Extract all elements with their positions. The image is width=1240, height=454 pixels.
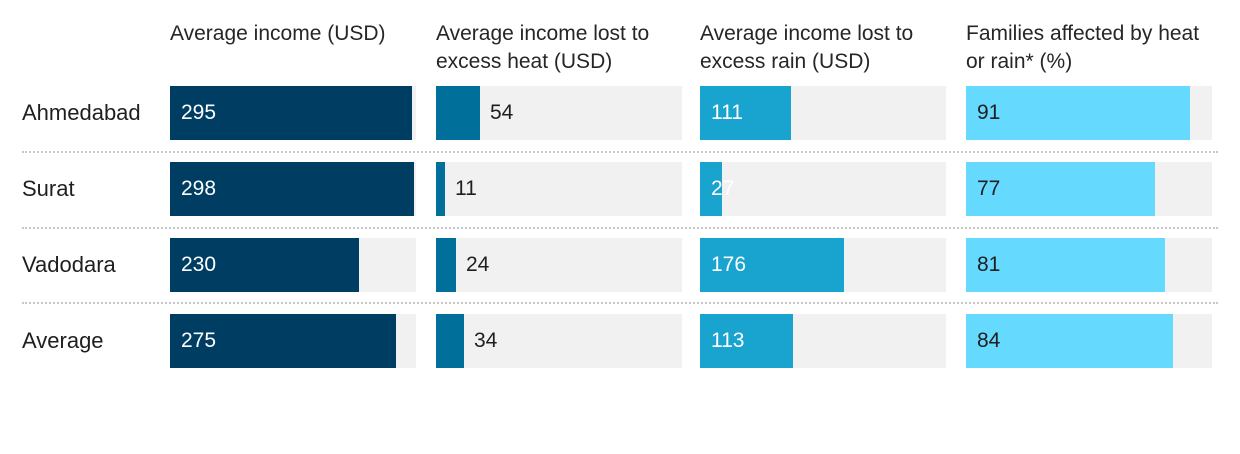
families-affected-track-ahmedabad: 91 — [966, 86, 1212, 140]
families-affected-value-ahmedabad: 91 — [977, 101, 1001, 124]
income-lost-rain-bar-surat — [700, 162, 722, 216]
income-lost-rain-bar-vadodara — [700, 238, 844, 292]
income-lost-heat-header: Average income lost to excess heat (USD) — [436, 22, 650, 73]
average-income-track-average: 275 — [170, 314, 416, 368]
average-income-value-vadodara: 230 — [181, 253, 217, 276]
income-lost-heat-value-surat: 11 — [455, 177, 477, 200]
average-income-track-vadodara: 230 — [170, 238, 416, 292]
families-affected-bar-average — [966, 314, 1173, 368]
income-lost-rain-track-surat: 27 — [700, 162, 946, 216]
average-income-bar-vadodara — [170, 238, 359, 292]
income-lost-rain-bar-average — [700, 314, 793, 368]
average-income-header: Average income (USD) — [170, 22, 386, 45]
income-lost-heat-track-surat: 11 — [436, 162, 682, 216]
families-affected-bar-vadodara — [966, 238, 1165, 292]
average-income-track-surat: 298 — [170, 162, 416, 216]
average-income-value-ahmedabad: 295 — [181, 101, 217, 124]
income-lost-heat-value-ahmedabad: 54 — [490, 101, 514, 124]
row-label-ahmedabad: Ahmedabad — [22, 100, 141, 125]
families-affected-track-surat: 77 — [966, 162, 1212, 216]
income-lost-heat-value-vadodara: 24 — [466, 253, 490, 276]
row-separator-2 — [22, 227, 1218, 229]
families-affected-track-vadodara: 81 — [966, 238, 1212, 292]
average-income-bar-ahmedabad — [170, 86, 412, 140]
average-income-track-ahmedabad: 295 — [170, 86, 416, 140]
income-lost-rain-value-vadodara: 176 — [711, 253, 747, 276]
families-affected-value-vadodara: 81 — [977, 253, 1001, 276]
average-income-bar-average — [170, 314, 396, 368]
row-label-surat: Surat — [22, 176, 75, 201]
row-label-average: Average — [22, 328, 104, 353]
income-lost-heat-track-vadodara: 24 — [436, 238, 682, 292]
row-separator-1 — [22, 151, 1218, 153]
income-lost-rain-bar-ahmedabad — [700, 86, 791, 140]
income-lost-rain-value-ahmedabad: 111 — [711, 101, 743, 124]
families-affected-header: Families affected by heat or rain* (%) — [966, 22, 1200, 73]
income-lost-rain-header: Average income lost to excess rain (USD) — [700, 22, 914, 73]
families-affected-bar-ahmedabad — [966, 86, 1190, 140]
families-affected-track-average: 84 — [966, 314, 1212, 368]
income-lost-rain-track-vadodara: 176 — [700, 238, 946, 292]
income-lost-rain-value-surat: 27 — [711, 177, 735, 200]
average-income-bar-surat — [170, 162, 414, 216]
income-lost-heat-value-average: 34 — [474, 329, 498, 352]
income-lost-heat-bar-surat — [436, 162, 445, 216]
income-lost-rain-value-average: 113 — [711, 329, 745, 352]
income-lost-heat-bar-vadodara — [436, 238, 456, 292]
income-lost-heat-bar-average — [436, 314, 464, 368]
average-income-value-surat: 298 — [181, 177, 217, 200]
row-separator-3 — [22, 302, 1218, 304]
income-lost-heat-track-average: 34 — [436, 314, 682, 368]
families-affected-bar-surat — [966, 162, 1155, 216]
families-affected-value-surat: 77 — [977, 177, 1001, 200]
families-affected-value-average: 84 — [977, 329, 1001, 352]
row-label-vadodara: Vadodara — [22, 252, 116, 277]
income-lost-heat-bar-ahmedabad — [436, 86, 480, 140]
income-lost-rain-track-average: 113 — [700, 314, 946, 368]
income-lost-rain-track-ahmedabad: 111 — [700, 86, 946, 140]
income-lost-heat-track-ahmedabad: 54 — [436, 86, 682, 140]
average-income-value-average: 275 — [181, 329, 217, 352]
